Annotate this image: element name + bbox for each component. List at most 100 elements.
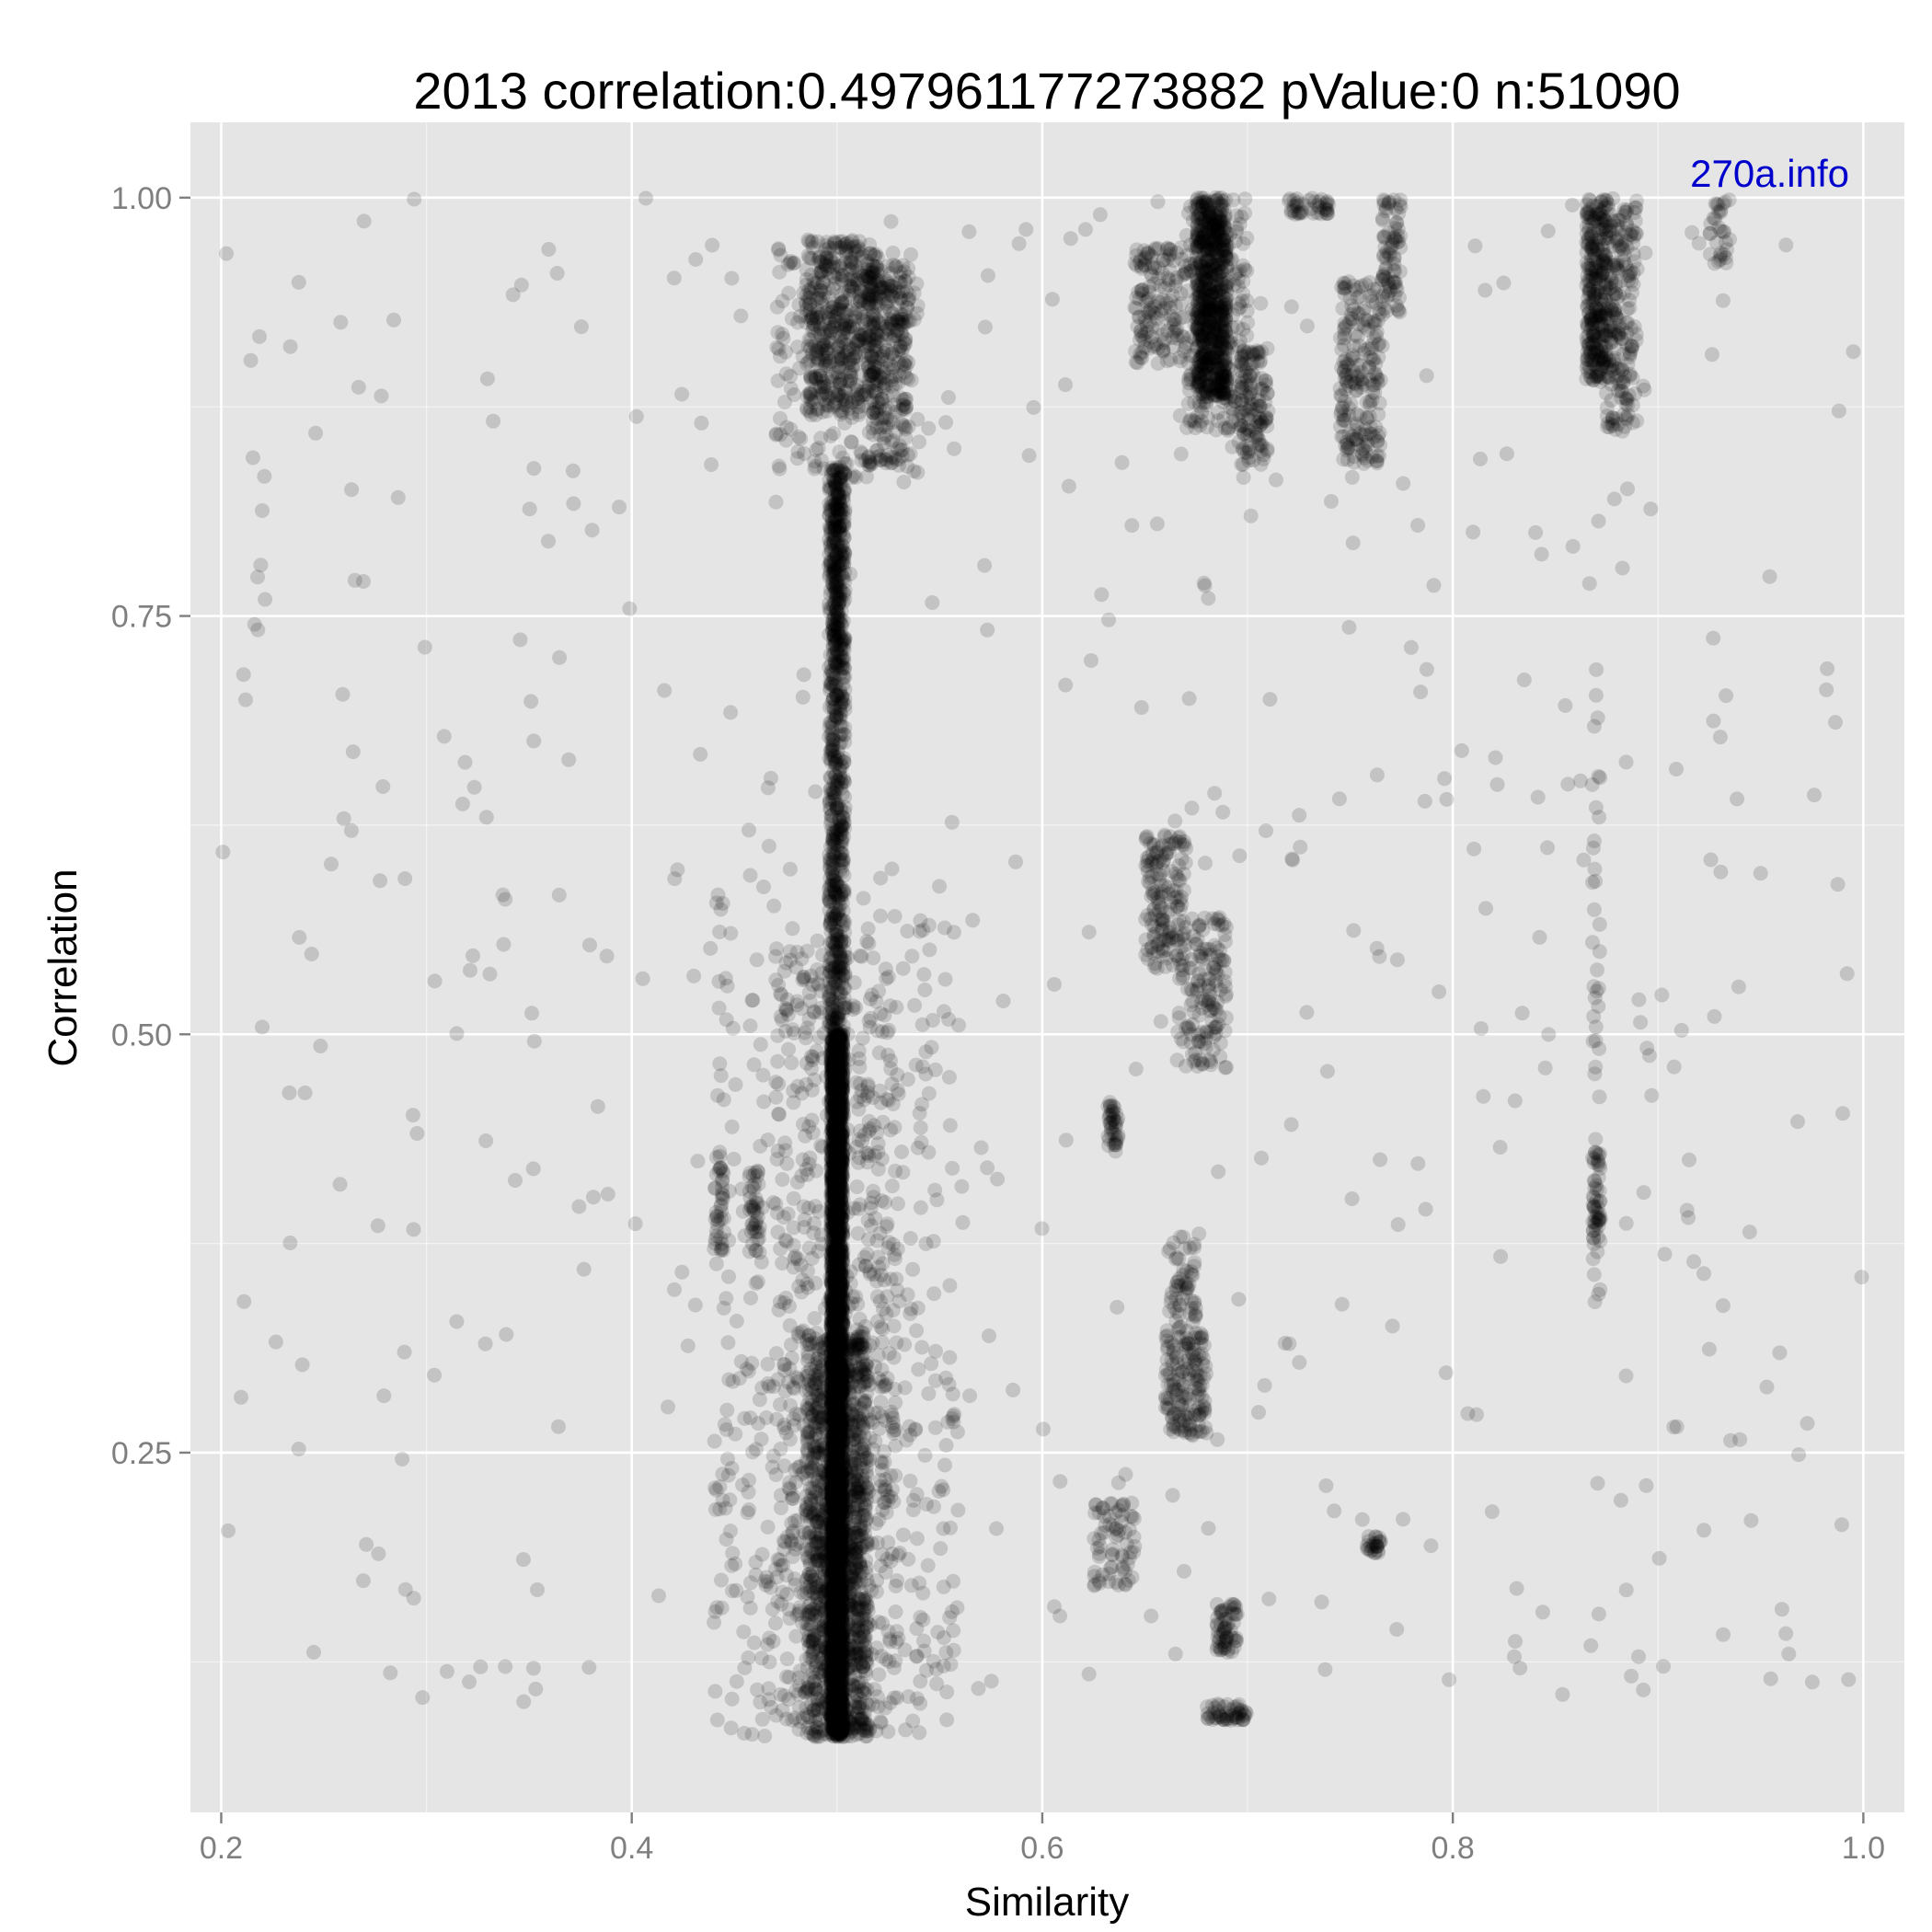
data-point	[830, 1249, 845, 1265]
data-point	[829, 587, 845, 603]
data-point	[824, 1033, 840, 1048]
data-point	[833, 1512, 848, 1528]
data-point	[835, 1450, 851, 1466]
data-point	[826, 1312, 842, 1327]
data-point	[833, 1238, 848, 1254]
data-point	[825, 1687, 841, 1703]
data-point	[826, 1349, 842, 1364]
data-point	[826, 1328, 841, 1343]
data-point	[832, 1645, 847, 1660]
data-point	[827, 1492, 843, 1508]
data-point	[832, 1431, 847, 1446]
data-point	[834, 1193, 849, 1209]
data-point	[827, 1271, 843, 1287]
data-point	[825, 1318, 841, 1334]
data-point	[830, 1280, 845, 1295]
data-point	[824, 1061, 840, 1076]
data-point	[823, 1398, 839, 1413]
data-point	[829, 1404, 845, 1420]
data-point	[823, 1662, 839, 1678]
data-point	[830, 1523, 845, 1538]
data-point	[831, 1028, 846, 1043]
data-point	[832, 1135, 847, 1151]
data-point	[834, 1602, 849, 1617]
data-point	[828, 1302, 844, 1317]
data-point	[833, 1647, 848, 1662]
data-point	[827, 1228, 843, 1244]
data-point	[829, 1649, 845, 1664]
data-point	[829, 1317, 844, 1333]
data-point	[832, 1256, 847, 1271]
data-point	[830, 1372, 845, 1387]
data-point	[834, 1300, 850, 1316]
data-point	[833, 1094, 848, 1110]
data-point	[828, 1180, 844, 1196]
data-point	[833, 1029, 848, 1045]
data-point	[829, 1559, 845, 1575]
data-point	[834, 1284, 850, 1300]
data-point	[828, 696, 844, 711]
data-point	[823, 1492, 839, 1508]
data-point	[824, 1721, 840, 1737]
data-point	[828, 1035, 844, 1051]
data-point	[832, 1115, 847, 1131]
data-point	[834, 1466, 850, 1482]
data-point	[823, 1708, 839, 1723]
data-point	[824, 1357, 840, 1372]
data-point	[829, 1652, 845, 1668]
data-point	[835, 1708, 850, 1724]
data-point	[825, 1713, 841, 1729]
data-point	[824, 1175, 839, 1190]
data-point	[833, 1674, 848, 1690]
data-point	[834, 1374, 850, 1389]
data-point	[833, 1159, 848, 1175]
data-point	[829, 1665, 845, 1681]
data-point	[834, 1576, 850, 1592]
data-point	[823, 1318, 839, 1334]
data-point	[827, 1508, 843, 1524]
data-point	[834, 1089, 849, 1105]
data-point	[825, 1156, 841, 1171]
data-point	[826, 1118, 841, 1133]
data-point	[828, 1359, 844, 1374]
data-point	[829, 476, 845, 491]
data-point	[829, 1449, 845, 1465]
data-point	[831, 1263, 845, 1279]
data-point	[827, 1387, 843, 1403]
data-point	[834, 1134, 850, 1150]
data-point	[830, 1443, 845, 1458]
data-point	[835, 1037, 851, 1052]
data-point	[833, 1080, 848, 1096]
data-point	[829, 1448, 845, 1464]
data-point	[830, 1655, 845, 1671]
data-point	[824, 1675, 840, 1691]
data-point	[826, 1633, 842, 1648]
data-point	[834, 1726, 849, 1742]
data-point	[823, 1638, 839, 1653]
data-point	[823, 1212, 839, 1227]
data-point	[832, 1133, 847, 1148]
data-point	[834, 1122, 849, 1138]
data-point	[828, 1030, 844, 1046]
data-point	[824, 1091, 840, 1107]
data-point	[829, 1472, 845, 1488]
data-point	[826, 1059, 842, 1074]
data-point	[834, 1339, 849, 1354]
data-point	[833, 1048, 848, 1064]
data-point	[832, 1081, 847, 1097]
data-point	[827, 1377, 843, 1393]
data-point	[830, 1312, 845, 1328]
data-point	[826, 1423, 842, 1439]
data-point	[829, 927, 845, 943]
data-point	[834, 1492, 850, 1508]
data-point	[824, 1535, 840, 1550]
data-point	[826, 1155, 842, 1170]
data-point	[826, 1159, 842, 1174]
data-point	[823, 1202, 839, 1218]
data-point	[826, 1054, 841, 1070]
data-point	[829, 1206, 845, 1222]
data-point	[834, 1154, 850, 1169]
data-point	[824, 1432, 840, 1447]
data-point	[828, 1420, 844, 1436]
